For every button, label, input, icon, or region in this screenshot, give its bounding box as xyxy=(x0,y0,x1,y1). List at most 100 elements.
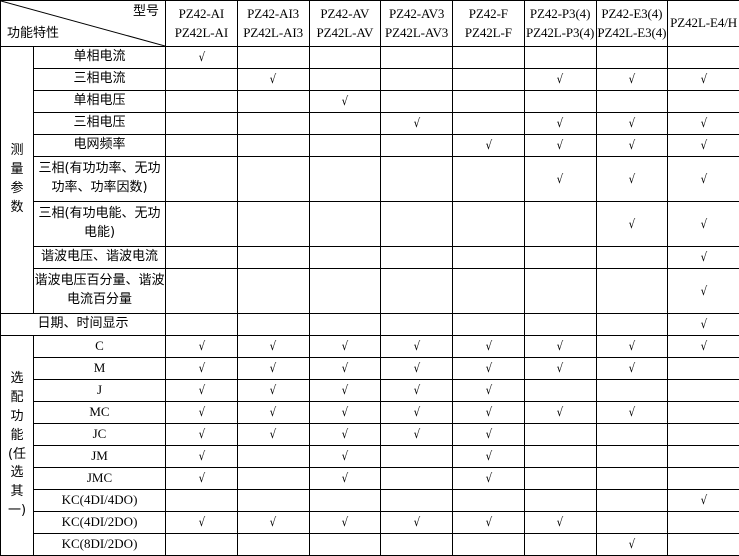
model-name-line1: PZ42-P3(4) xyxy=(525,5,596,24)
model-name-line2: PZ42L-AV xyxy=(310,24,381,43)
check-mark-icon: √ xyxy=(342,340,349,352)
support-cell-r2-c4 xyxy=(381,69,453,91)
support-cell-r5-c6: √ xyxy=(524,135,596,157)
support-cell-opt5-c4: √ xyxy=(381,424,453,446)
support-cell-datetime-c8: √ xyxy=(668,314,739,336)
support-cell-r3-c7 xyxy=(596,91,668,113)
check-mark-icon: √ xyxy=(700,117,707,129)
support-cell-opt5-c1: √ xyxy=(166,424,238,446)
support-cell-opt6-c1: √ xyxy=(166,446,238,468)
support-cell-r9-c4 xyxy=(381,269,453,314)
check-mark-icon: √ xyxy=(198,51,205,63)
support-cell-r4-c2 xyxy=(237,113,309,135)
support-cell-r9-c5 xyxy=(453,269,525,314)
support-cell-opt1-c2: √ xyxy=(237,336,309,358)
support-cell-datetime-c5 xyxy=(453,314,525,336)
option-code-label: KC(8DI/2DO) xyxy=(34,534,166,556)
support-cell-opt3-c6 xyxy=(524,380,596,402)
check-mark-icon: √ xyxy=(413,406,420,418)
support-cell-opt6-c2 xyxy=(237,446,309,468)
support-cell-r4-c7: √ xyxy=(596,113,668,135)
support-cell-opt1-c5: √ xyxy=(453,336,525,358)
support-cell-r3-c5 xyxy=(453,91,525,113)
support-cell-r2-c1 xyxy=(166,69,238,91)
support-cell-opt4-c8 xyxy=(668,402,739,424)
support-cell-r2-c2: √ xyxy=(237,69,309,91)
support-cell-datetime-c7 xyxy=(596,314,668,336)
support-cell-opt9-c7 xyxy=(596,512,668,534)
support-cell-opt4-c2: √ xyxy=(237,402,309,424)
check-mark-icon: √ xyxy=(557,173,564,185)
check-mark-icon: √ xyxy=(270,340,277,352)
support-cell-r2-c5 xyxy=(453,69,525,91)
support-cell-opt10-c2 xyxy=(237,534,309,556)
table-row: 测 量 参 数单相电流√ xyxy=(1,47,739,69)
table-row-optional: KC(4DI/4DO)√ xyxy=(1,490,739,512)
support-cell-r8-c2 xyxy=(237,247,309,269)
support-cell-opt4-c7: √ xyxy=(596,402,668,424)
check-mark-icon: √ xyxy=(342,516,349,528)
check-mark-icon: √ xyxy=(629,538,636,550)
option-code-label: M xyxy=(34,358,166,380)
support-cell-r1-c2 xyxy=(237,47,309,69)
check-mark-icon: √ xyxy=(342,472,349,484)
support-cell-opt7-c8 xyxy=(668,468,739,490)
check-mark-icon: √ xyxy=(700,340,707,352)
feature-label: 单相电压 xyxy=(34,91,166,113)
model-name-line1: PZ42-AI3 xyxy=(238,5,309,24)
check-mark-icon: √ xyxy=(198,406,205,418)
support-cell-r2-c3 xyxy=(309,69,381,91)
check-mark-icon: √ xyxy=(270,428,277,440)
support-cell-r3-c4 xyxy=(381,91,453,113)
table-row: 三相电流√√√√ xyxy=(1,69,739,91)
feature-label: 三相电压 xyxy=(34,113,166,135)
support-cell-r6-c1 xyxy=(166,157,238,202)
support-cell-r7-c7: √ xyxy=(596,202,668,247)
support-cell-r8-c3 xyxy=(309,247,381,269)
support-cell-opt7-c4 xyxy=(381,468,453,490)
check-mark-icon: √ xyxy=(198,362,205,374)
group-label-text: 测 量 参 数 xyxy=(1,142,33,217)
model-column-header-6: PZ42-P3(4)PZ42L-P3(4) xyxy=(524,1,596,47)
check-mark-icon: √ xyxy=(485,139,492,151)
support-cell-opt4-c5: √ xyxy=(453,402,525,424)
table-row: 三相电压√√√√ xyxy=(1,113,739,135)
support-cell-opt1-c1: √ xyxy=(166,336,238,358)
support-cell-opt2-c7: √ xyxy=(596,358,668,380)
model-name-line2: PZ42L-F xyxy=(453,24,524,43)
check-mark-icon: √ xyxy=(629,173,636,185)
feature-label: 三相电流 xyxy=(34,69,166,91)
support-cell-opt7-c1: √ xyxy=(166,468,238,490)
check-mark-icon: √ xyxy=(485,428,492,440)
check-mark-icon: √ xyxy=(485,406,492,418)
support-cell-opt10-c4 xyxy=(381,534,453,556)
support-cell-opt4-c1: √ xyxy=(166,402,238,424)
support-cell-opt5-c5: √ xyxy=(453,424,525,446)
table-row-optional: M√√√√√√√ xyxy=(1,358,739,380)
option-code-label: JMC xyxy=(34,468,166,490)
check-mark-icon: √ xyxy=(485,472,492,484)
support-cell-r1-c1: √ xyxy=(166,47,238,69)
check-mark-icon: √ xyxy=(342,406,349,418)
support-cell-r7-c3 xyxy=(309,202,381,247)
model-name-line2: PZ42L-P3(4) xyxy=(525,24,596,43)
option-code-label: KC(4DI/4DO) xyxy=(34,490,166,512)
support-cell-opt5-c6 xyxy=(524,424,596,446)
support-cell-opt1-c7: √ xyxy=(596,336,668,358)
support-cell-datetime-c2 xyxy=(237,314,309,336)
option-code-label: C xyxy=(34,336,166,358)
check-mark-icon: √ xyxy=(270,73,277,85)
model-name-line1: PZ42-E3(4) xyxy=(597,5,668,24)
support-cell-opt4-c4: √ xyxy=(381,402,453,424)
support-cell-opt5-c2: √ xyxy=(237,424,309,446)
model-name-line1: PZ42-AI xyxy=(166,5,237,24)
check-mark-icon: √ xyxy=(629,340,636,352)
support-cell-opt10-c8 xyxy=(668,534,739,556)
option-code-label: J xyxy=(34,380,166,402)
table-row-optional: KC(4DI/2DO)√√√√√√ xyxy=(1,512,739,534)
support-cell-opt7-c2 xyxy=(237,468,309,490)
support-cell-opt1-c3: √ xyxy=(309,336,381,358)
support-cell-opt6-c5: √ xyxy=(453,446,525,468)
feature-label: 谐波电压百分量、谐波电流百分量 xyxy=(34,269,166,314)
